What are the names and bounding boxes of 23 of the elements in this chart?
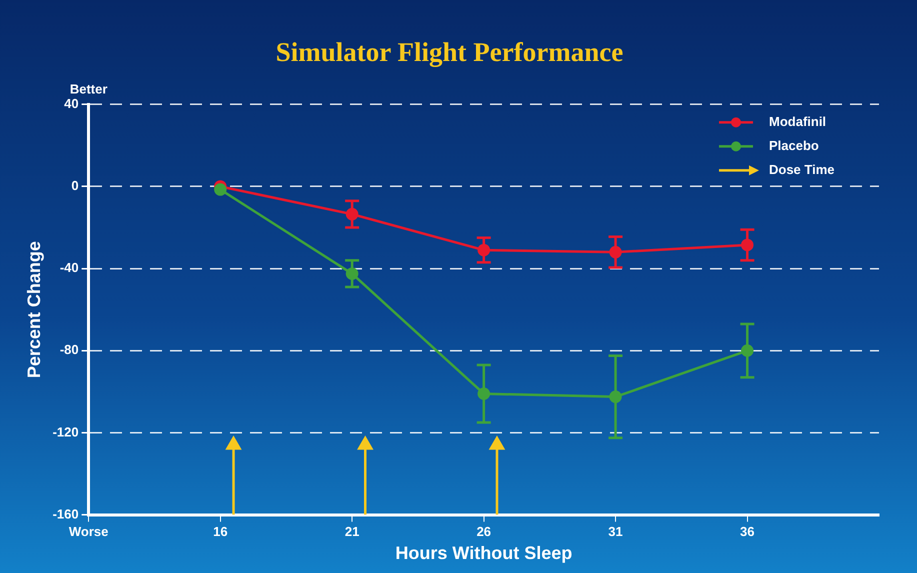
point [226, 436, 241, 450]
x-tick-label: 31 [608, 524, 623, 540]
point [490, 436, 504, 450]
y-axis-title: Percent Change [24, 241, 44, 378]
chart-title: Simulator Flight Performance [276, 37, 624, 68]
legend-label: Placebo [769, 138, 819, 153]
text: Better [70, 81, 108, 96]
y-tick-label: -120 [52, 424, 79, 440]
y-tick-label: 40 [64, 96, 79, 111]
legend-label: Dose Time [769, 162, 835, 177]
y-tick-label: 0 [71, 178, 79, 194]
y-tick-label: -80 [60, 342, 79, 358]
y-tick-label: -40 [60, 260, 79, 276]
x-tick-label: Worse [68, 524, 108, 540]
legend-label: Modafinil [769, 114, 826, 129]
x-tick-label: 16 [213, 524, 228, 540]
x-tick-label: 21 [344, 524, 360, 540]
x-tick-label: 36 [740, 524, 755, 540]
point [358, 436, 373, 450]
y-tick-label: -160 [52, 506, 79, 522]
x-axis-title: Hours Without Sleep [395, 543, 572, 564]
point [214, 183, 227, 196]
x-tick-label: 26 [476, 524, 492, 540]
